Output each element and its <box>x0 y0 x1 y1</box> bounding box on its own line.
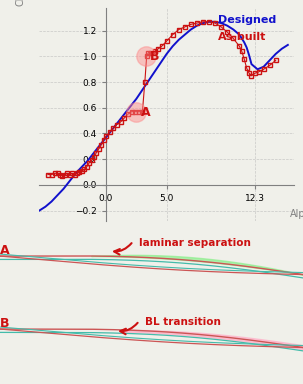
Text: laminar separation: laminar separation <box>139 238 251 248</box>
Text: Designed: Designed <box>218 15 276 25</box>
Text: A: A <box>0 244 10 257</box>
X-axis label: Alpha: Alpha <box>290 209 303 219</box>
Text: A: A <box>141 106 150 119</box>
Text: BL transition: BL transition <box>145 317 221 327</box>
Y-axis label: Cl: Cl <box>15 0 25 6</box>
Text: B: B <box>150 50 160 63</box>
Text: As-built: As-built <box>218 32 266 42</box>
Text: B: B <box>0 317 9 330</box>
